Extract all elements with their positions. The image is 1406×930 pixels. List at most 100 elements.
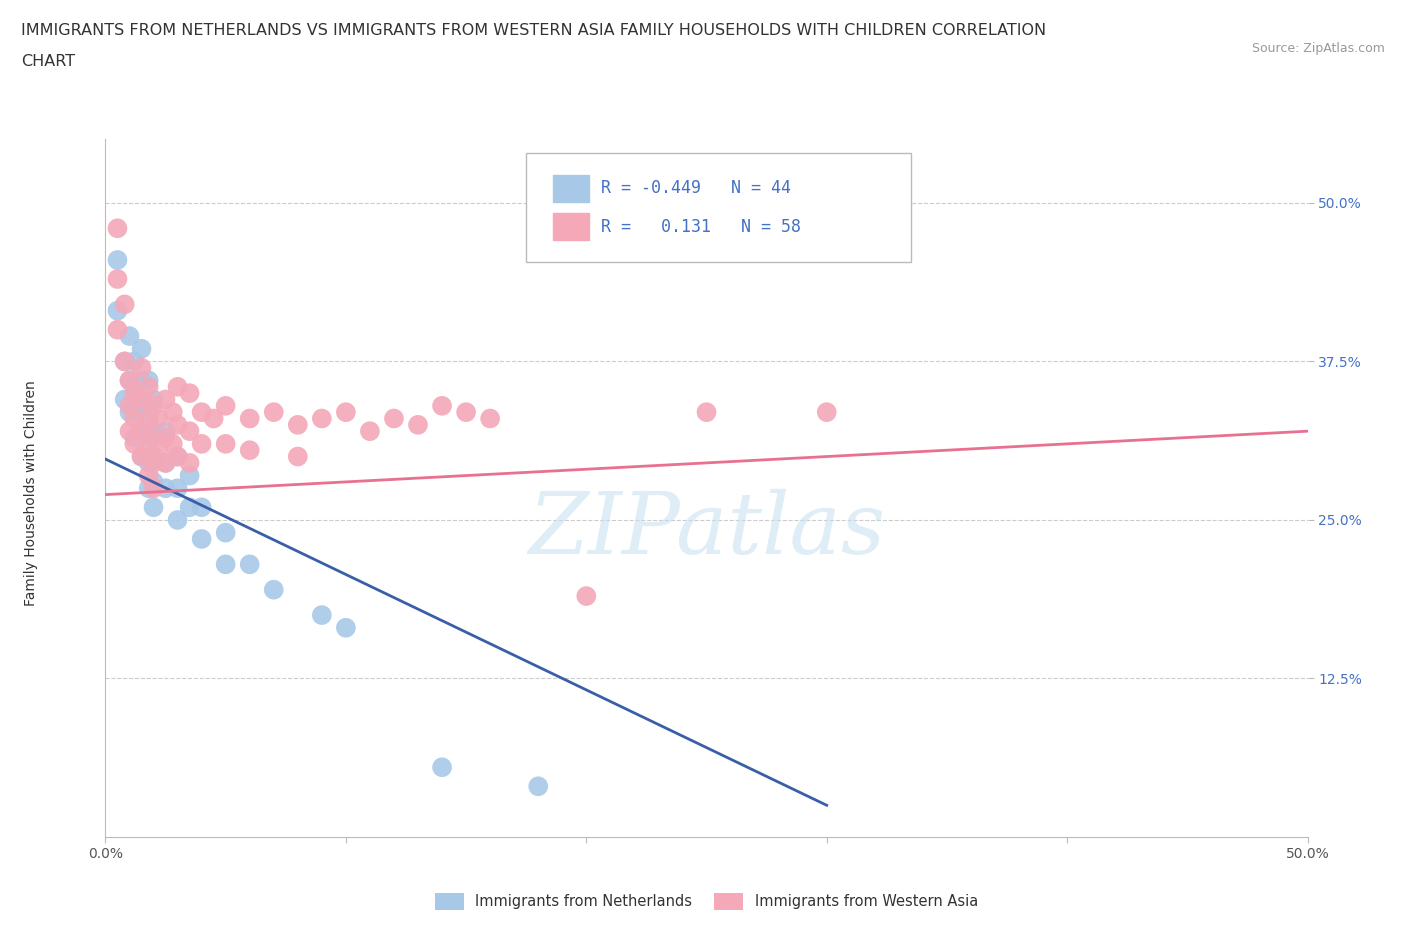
Point [166, 449, 188, 464]
Point [179, 386, 201, 401]
Point [190, 436, 212, 451]
Point [118, 424, 141, 439]
Point [166, 379, 188, 394]
Point [179, 456, 201, 471]
Point [114, 354, 136, 369]
Point [131, 424, 153, 439]
Point [118, 373, 141, 388]
Point [131, 392, 153, 407]
Point [162, 405, 184, 419]
Point [148, 411, 170, 426]
Point [142, 474, 165, 489]
Text: Source: ZipAtlas.com: Source: ZipAtlas.com [1251, 42, 1385, 55]
FancyBboxPatch shape [553, 175, 589, 202]
Point [131, 341, 153, 356]
Point [311, 607, 333, 622]
Point [179, 499, 201, 514]
Point [107, 272, 129, 286]
Point [114, 354, 136, 369]
Point [142, 449, 165, 464]
Point [214, 557, 236, 572]
Point [815, 405, 838, 419]
Point [131, 360, 153, 375]
Point [131, 424, 153, 439]
Point [179, 468, 201, 483]
Point [263, 582, 285, 597]
Point [863, 227, 886, 242]
Point [239, 557, 262, 572]
Point [124, 379, 146, 394]
Point [114, 297, 136, 312]
Point [263, 405, 285, 419]
Point [138, 443, 160, 458]
Point [138, 405, 160, 419]
Point [335, 620, 357, 635]
Text: ZIPatlas: ZIPatlas [527, 489, 886, 571]
Point [575, 589, 598, 604]
Point [166, 449, 188, 464]
Point [118, 398, 141, 413]
Point [179, 424, 201, 439]
Point [382, 411, 405, 426]
Point [214, 398, 236, 413]
Point [214, 436, 236, 451]
Point [287, 418, 309, 432]
Point [155, 430, 177, 445]
Text: R = -0.449   N = 44: R = -0.449 N = 44 [600, 179, 790, 197]
Text: CHART: CHART [21, 54, 75, 69]
Point [239, 443, 262, 458]
Point [155, 392, 177, 407]
Point [214, 525, 236, 540]
Point [166, 512, 188, 527]
Point [142, 430, 165, 445]
Point [142, 499, 165, 514]
Point [430, 398, 453, 413]
Point [527, 778, 550, 793]
Point [155, 424, 177, 439]
Point [166, 481, 188, 496]
Point [142, 398, 165, 413]
Point [406, 418, 429, 432]
Point [138, 468, 160, 483]
Point [335, 405, 357, 419]
Point [124, 386, 146, 401]
Point [124, 411, 146, 426]
Point [124, 430, 146, 445]
Point [479, 411, 502, 426]
Point [155, 456, 177, 471]
Point [118, 373, 141, 388]
Text: Family Households with Children: Family Households with Children [24, 380, 38, 605]
Point [142, 424, 165, 439]
Point [138, 481, 160, 496]
Point [118, 405, 141, 419]
Point [107, 323, 129, 338]
Point [107, 220, 129, 235]
Point [155, 481, 177, 496]
Point [131, 449, 153, 464]
Point [190, 532, 212, 547]
Point [107, 253, 129, 268]
Point [124, 354, 146, 369]
Point [138, 456, 160, 471]
Point [118, 328, 141, 343]
Point [142, 481, 165, 496]
Point [454, 405, 477, 419]
Point [138, 379, 160, 394]
Point [190, 405, 212, 419]
Point [155, 456, 177, 471]
Point [142, 392, 165, 407]
Point [114, 392, 136, 407]
Text: IMMIGRANTS FROM NETHERLANDS VS IMMIGRANTS FROM WESTERN ASIA FAMILY HOUSEHOLDS WI: IMMIGRANTS FROM NETHERLANDS VS IMMIGRANT… [21, 23, 1046, 38]
Text: R =   0.131   N = 58: R = 0.131 N = 58 [600, 218, 801, 235]
Point [696, 405, 718, 419]
Point [162, 436, 184, 451]
Legend: Immigrants from Netherlands, Immigrants from Western Asia: Immigrants from Netherlands, Immigrants … [434, 893, 979, 910]
Point [190, 499, 212, 514]
Point [430, 760, 453, 775]
Point [131, 373, 153, 388]
Point [124, 405, 146, 419]
Point [239, 411, 262, 426]
Point [202, 411, 225, 426]
FancyBboxPatch shape [553, 213, 589, 240]
Point [311, 411, 333, 426]
